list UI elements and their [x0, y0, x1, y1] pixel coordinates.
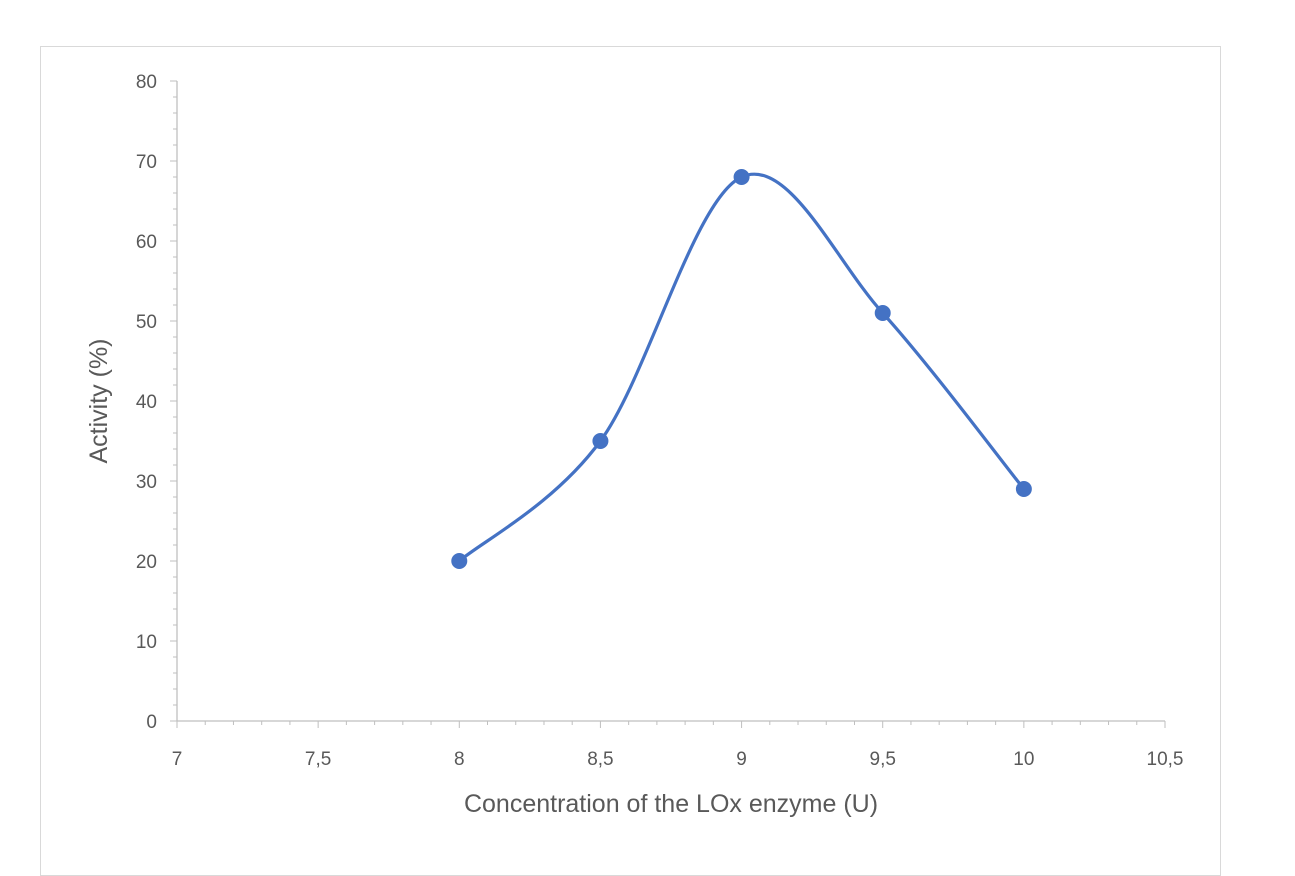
- x-tick-label: 9: [736, 749, 747, 770]
- x-tick-label: 7: [172, 749, 183, 770]
- x-axis-title: Concentration of the LOx enzyme (U): [464, 790, 878, 818]
- y-tick-label: 80: [136, 72, 157, 93]
- x-tick-label: 7,5: [305, 749, 331, 770]
- data-point: [451, 553, 468, 569]
- x-tick-label: 10,5: [1147, 749, 1184, 770]
- x-tick-label: 8,5: [587, 749, 613, 770]
- y-tick-label: 10: [136, 632, 157, 653]
- y-tick-label: 20: [136, 552, 157, 573]
- data-point: [733, 169, 750, 185]
- y-tick-label: 70: [136, 152, 157, 173]
- y-tick-label: 30: [136, 472, 157, 493]
- data-point: [1015, 481, 1032, 497]
- series-line: [458, 172, 1026, 563]
- x-tick-label: 9,5: [870, 749, 896, 770]
- y-tick-label: 40: [136, 392, 157, 413]
- y-tick-label: 60: [136, 232, 157, 253]
- data-point: [592, 433, 609, 449]
- tick-labels: 0 10 20 30 40 50 60 70 80 7 7,5 8 8,5 9 9,5 10 10,5: [136, 72, 1184, 770]
- x-tick-label: 10: [1013, 749, 1034, 770]
- y-tick-label: 50: [136, 312, 157, 333]
- tick-marks: [170, 80, 1166, 728]
- y-tick-label: 0: [146, 712, 157, 733]
- axes: [176, 81, 1165, 722]
- y-axis-title: Activity (%): [85, 339, 113, 464]
- x-tick-label: 8: [454, 749, 465, 770]
- activity-chart: 0 10 20 30 40 50 60 70 80 7 7,5 8 8,5 9 9,5 10 10,5 Conc…: [85, 72, 1184, 818]
- data-point: [874, 305, 891, 321]
- chart-area: [40, 46, 1221, 876]
- series-layer: [451, 169, 1032, 569]
